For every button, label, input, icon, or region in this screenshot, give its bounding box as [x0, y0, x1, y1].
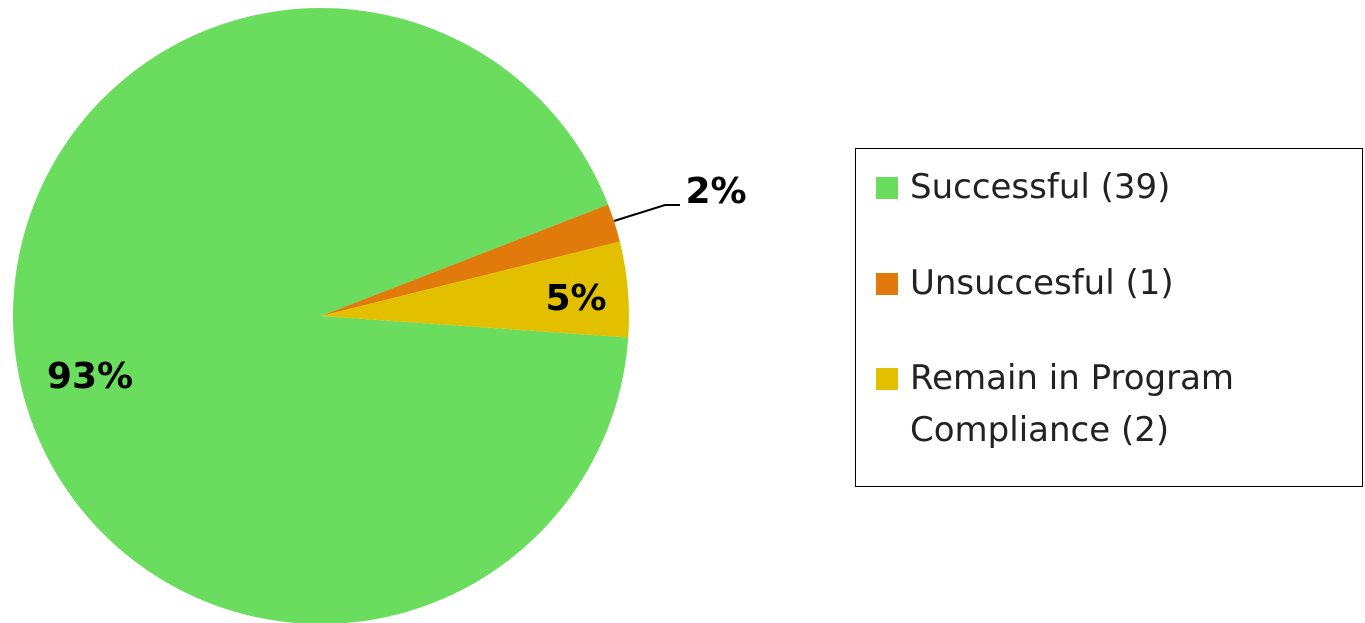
leader-line [613, 204, 680, 222]
legend-swatch [876, 177, 898, 199]
legend: Successful (39) Unsuccesful (1) Remain in … [855, 148, 1363, 487]
legend-item: Successful (39) [876, 161, 1340, 213]
data-label: 5% [545, 278, 606, 319]
legend-label: Successful (39) [910, 167, 1171, 207]
legend-item: Remain in Program Compliance (2) [876, 352, 1340, 456]
data-label: 93% [47, 356, 133, 397]
legend-item: Unsuccesful (1) [876, 257, 1340, 309]
slices [13, 8, 629, 623]
slice [13, 8, 629, 623]
labels: 93% 2% 5% [47, 171, 747, 397]
data-label: 2% [685, 171, 746, 212]
chart: 93% 2% 5% [13, 8, 747, 623]
legend-label: Remain in Program Compliance (2) [910, 358, 1235, 450]
legend-swatch [876, 273, 898, 295]
legend-label: Unsuccesful (1) [910, 263, 1174, 303]
legend-swatch [876, 368, 898, 390]
slice [321, 241, 629, 338]
slice [321, 204, 620, 316]
